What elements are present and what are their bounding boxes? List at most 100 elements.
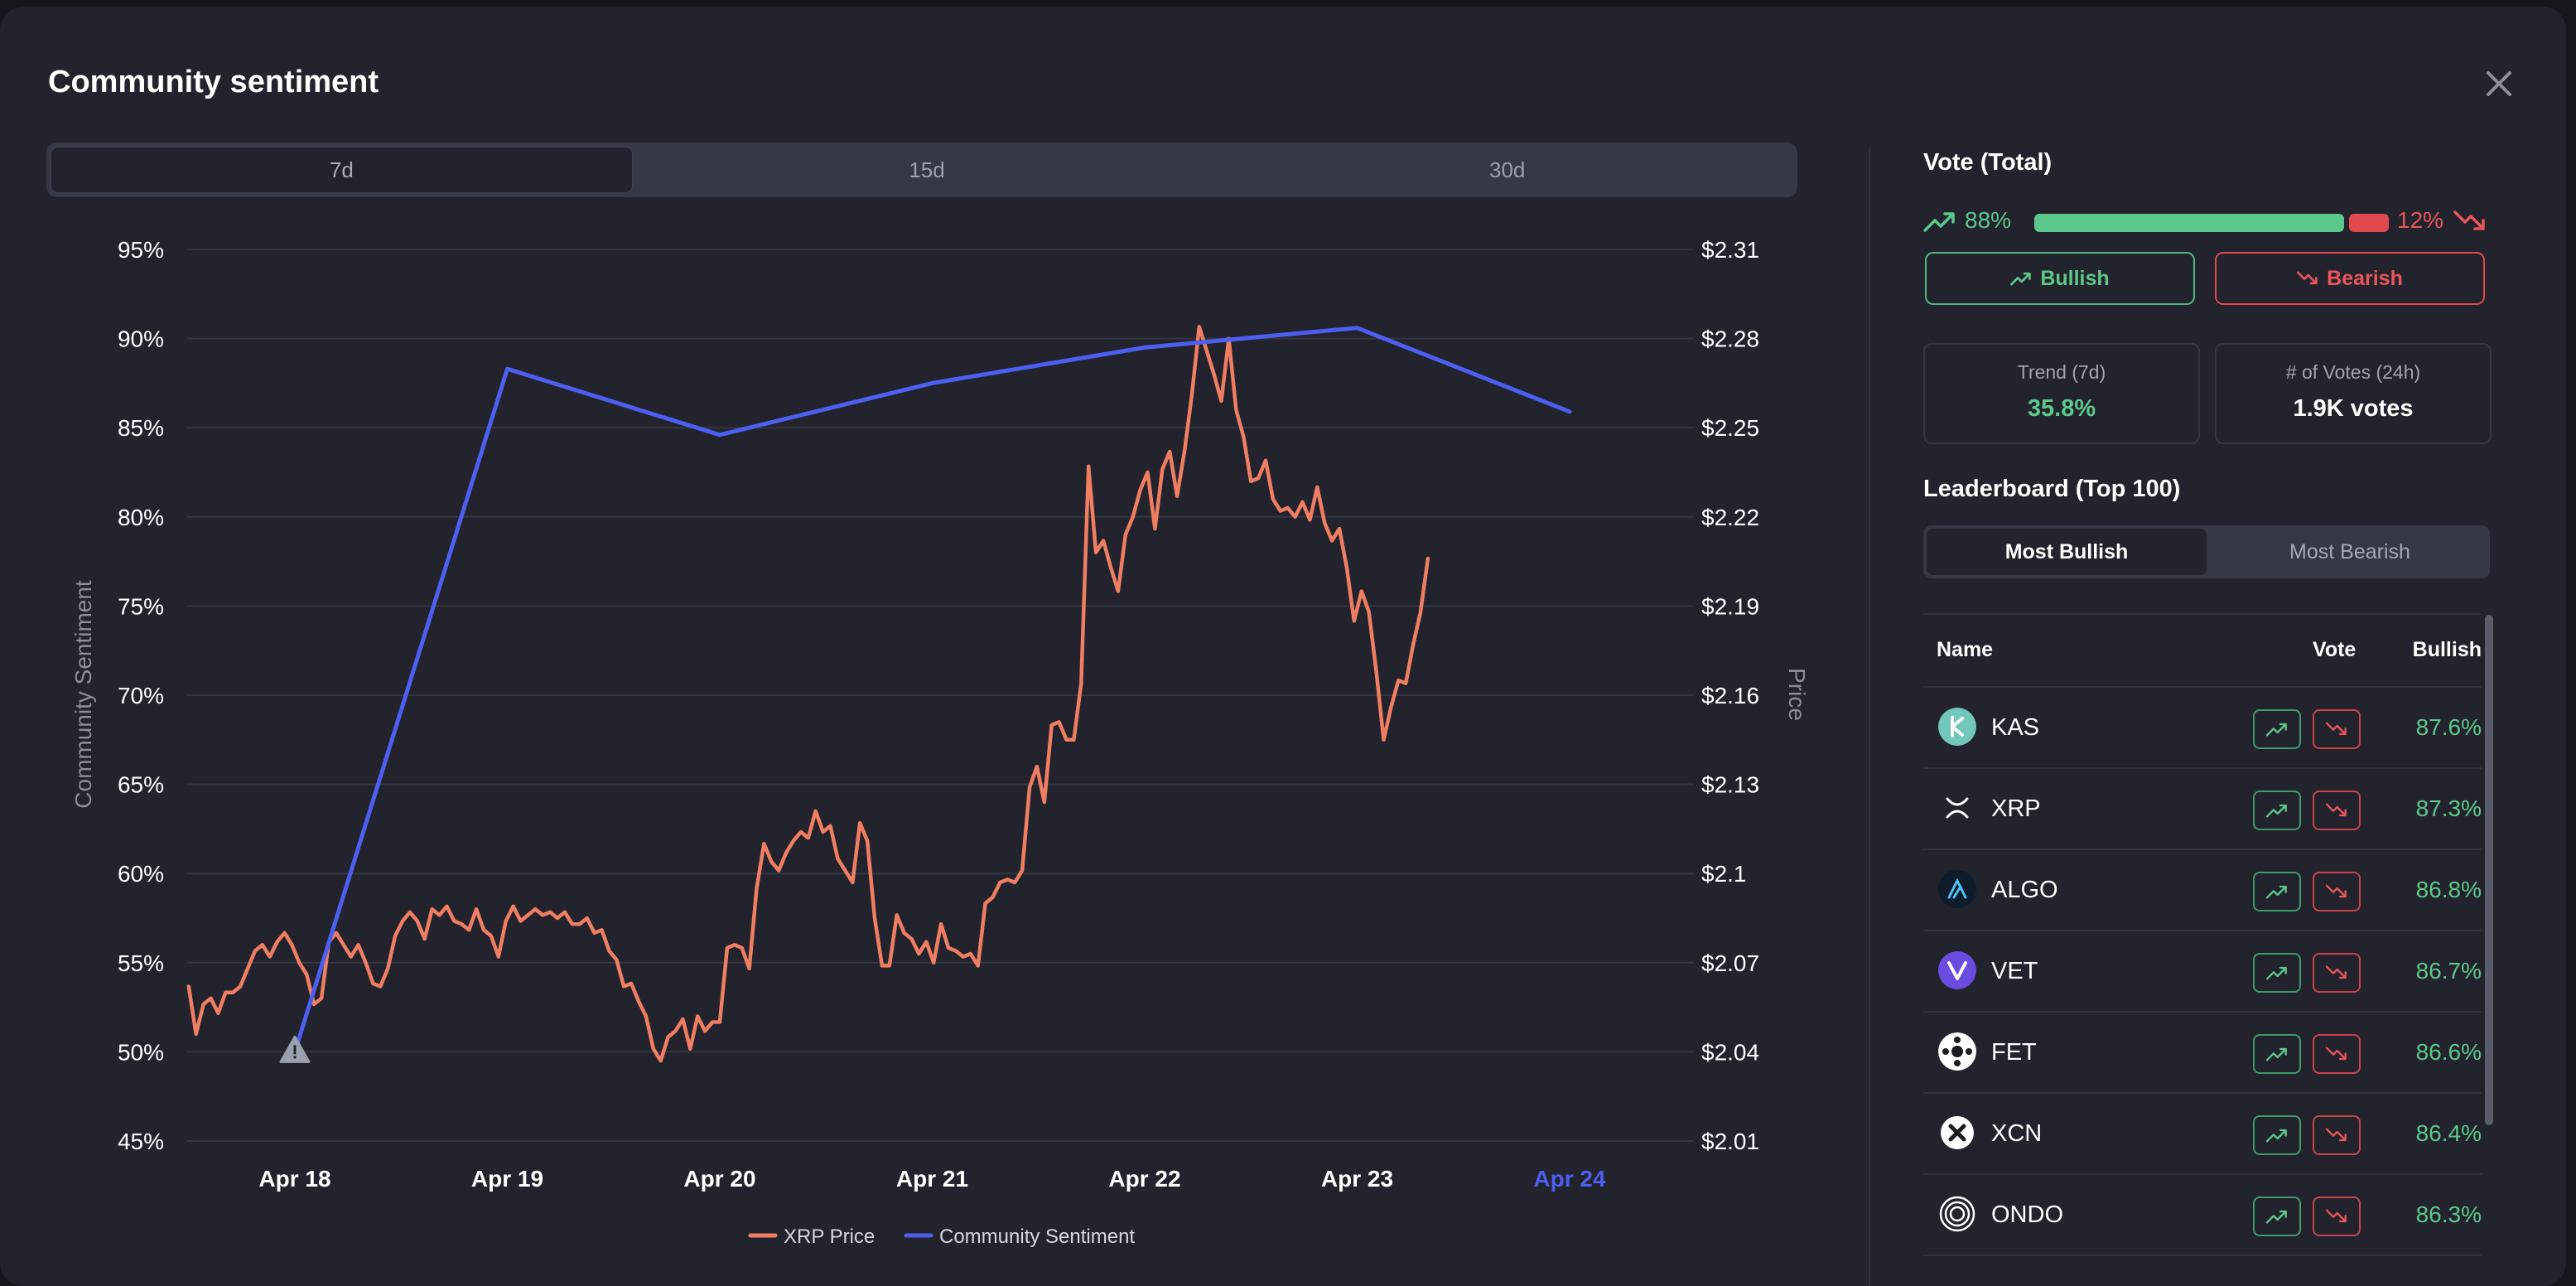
community-sentiment-modal: Community sentiment 7d 15d 30d 95% $2.31 9… (0, 7, 2566, 1286)
bear-bar-fill (2349, 214, 2389, 232)
trend-down-icon (2325, 1209, 2347, 1223)
trend-up-icon (2265, 723, 2287, 737)
range-tabs: 7d 15d 30d (46, 143, 1797, 197)
vote-bearish-button[interactable] (2313, 709, 2361, 749)
table-row[interactable]: KAS 87.6% (1923, 688, 2482, 769)
y-left-tick-label: 70% (118, 683, 164, 708)
coin-name: VET (1991, 958, 2038, 984)
votes-label: # of Votes (24h) (2285, 361, 2421, 383)
y-right-tick-label: $2.1 (1701, 861, 1747, 887)
y-right-tick-label: $2.28 (1701, 326, 1759, 352)
tab-most-bearish[interactable]: Most Bearish (2289, 539, 2410, 563)
vote-total-title: Vote (Total) (1923, 149, 2053, 176)
x-tick-label: Apr 20 (683, 1166, 755, 1192)
vote-bullish-button[interactable] (2253, 872, 2301, 911)
coin-name: FET (1991, 1039, 2037, 1066)
column-vote: Vote (2313, 638, 2357, 661)
trend-down-icon (2325, 1128, 2347, 1142)
table-row[interactable]: FET 86.6% (1923, 1013, 2482, 1094)
trend-up-icon (2265, 885, 2287, 899)
trend-down-icon (2325, 803, 2347, 817)
vote-bearish-button[interactable] (2313, 953, 2361, 993)
bullish-percent: 86.3% (2415, 1201, 2482, 1227)
tab-15d[interactable]: 15d (909, 157, 945, 182)
y-left-tick-label: 65% (118, 772, 164, 798)
vote-bearish-button[interactable] (2313, 790, 2361, 830)
y-left-tick-label: 50% (118, 1039, 164, 1065)
vote-bearish-button[interactable] (2313, 872, 2361, 911)
xcn-logo-icon (1941, 1116, 1974, 1149)
vote-bullish-button[interactable] (2253, 709, 2301, 749)
xrp-logo-icon (1938, 789, 1976, 827)
warning-icon-dot (293, 1056, 297, 1059)
trend-up-icon (2265, 1129, 2287, 1143)
sentiment-price-chart: 95% $2.31 90% $2.28 85% $2.25 80% $2.22 75% $2.19… (70, 237, 1810, 1248)
bullish-percent: 86.4% (2415, 1120, 2482, 1146)
bearish-button-label: Bearish (2327, 266, 2403, 290)
trend-up-icon (2010, 272, 2032, 286)
bullish-percent: 87.3% (2415, 795, 2482, 821)
trend-down-icon (2453, 210, 2485, 230)
coin-name: XCN (1991, 1120, 2043, 1147)
coin-name: XRP (1991, 795, 2041, 822)
table-row[interactable]: VET 86.7% (1923, 931, 2482, 1013)
leaderboard-scrollbar[interactable] (2485, 615, 2493, 1125)
legend-label-community-sentiment: Community Sentiment (939, 1226, 1135, 1248)
vote-bullish-button[interactable] (2253, 1115, 2301, 1155)
kas-logo-icon (1938, 708, 1976, 746)
leaderboard-table: Name Vote Bullish KAS 87.6% XRP 87.3% AL… (1923, 613, 2482, 1256)
vote-bullish-button[interactable] (2253, 1197, 2301, 1236)
vote-bullish-button[interactable] (2253, 790, 2301, 830)
trend-down-icon (2325, 965, 2347, 979)
column-bullish: Bullish (2412, 638, 2482, 661)
y-right-tick-label: $2.04 (1701, 1039, 1759, 1065)
y-left-tick-label: 95% (118, 237, 164, 263)
y-right-tick-label: $2.13 (1701, 772, 1759, 798)
y-right-tick-label: $2.19 (1701, 593, 1759, 619)
table-header: Name Vote Bullish (1923, 613, 2482, 688)
vote-bullish-button[interactable] (2253, 1034, 2301, 1074)
coin-name: ALGO (1991, 877, 2058, 903)
community-sentiment-line (292, 326, 1572, 1054)
vote-bearish-button[interactable] (2313, 1197, 2361, 1236)
vote-bearish-button[interactable] (2313, 1034, 2361, 1074)
y-left-axis-label: Community Sentiment (70, 580, 96, 809)
vote-bearish-button[interactable] (2313, 1115, 2361, 1155)
tab-30d[interactable]: 30d (1488, 157, 1526, 182)
trend-down-icon (2325, 722, 2347, 736)
vote-ratio-bar (2034, 214, 2389, 232)
table-row[interactable]: ONDO 86.3% (1923, 1175, 2482, 1256)
algo-logo-icon (1938, 870, 1976, 908)
vote-bullish-button[interactable] (2253, 953, 2301, 993)
vet-logo-icon (1938, 951, 1976, 989)
x-tick-label: Apr 19 (471, 1166, 543, 1192)
bull-percent: 88% (1965, 207, 2012, 233)
trend-down-icon (2297, 271, 2318, 285)
coin-name: ONDO (1991, 1201, 2063, 1228)
bullish-button[interactable]: Bullish (1925, 252, 2195, 305)
bullish-button-label: Bullish (2040, 266, 2110, 290)
trend-up-icon (2265, 966, 2287, 980)
trend-card: Trend (7d) 35.8% (1923, 343, 2200, 444)
coin-name: KAS (1991, 714, 2040, 741)
table-row[interactable]: ALGO 86.8% (1923, 850, 2482, 931)
y-right-tick-label: $2.16 (1701, 683, 1759, 708)
y-left-tick-label: 75% (118, 593, 164, 619)
table-row[interactable]: XRP 87.3% (1923, 769, 2482, 850)
tab-7d[interactable]: 7d (50, 146, 634, 194)
x-tick-label: Apr 18 (258, 1166, 330, 1192)
close-icon[interactable] (2482, 66, 2516, 101)
table-row[interactable]: XCN 86.4% (1923, 1094, 2482, 1175)
trend-down-icon (2325, 1047, 2347, 1061)
bearish-button[interactable]: Bearish (2215, 252, 2485, 305)
y-left-tick-label: 55% (118, 950, 164, 976)
tab-most-bullish[interactable]: Most Bullish (1927, 529, 2207, 575)
bullish-percent: 86.7% (2415, 958, 2482, 984)
leaderboard-tabs: Most Bullish Most Bearish (1923, 525, 2490, 578)
legend-label-xrp-price: XRP Price (784, 1226, 875, 1248)
y-right-tick-label: $2.01 (1701, 1129, 1759, 1154)
trend-label: Trend (7d) (2017, 361, 2106, 383)
y-right-tick-label: $2.31 (1701, 237, 1759, 263)
trend-up-icon (2265, 1210, 2287, 1224)
bullish-percent: 86.6% (2415, 1039, 2482, 1065)
